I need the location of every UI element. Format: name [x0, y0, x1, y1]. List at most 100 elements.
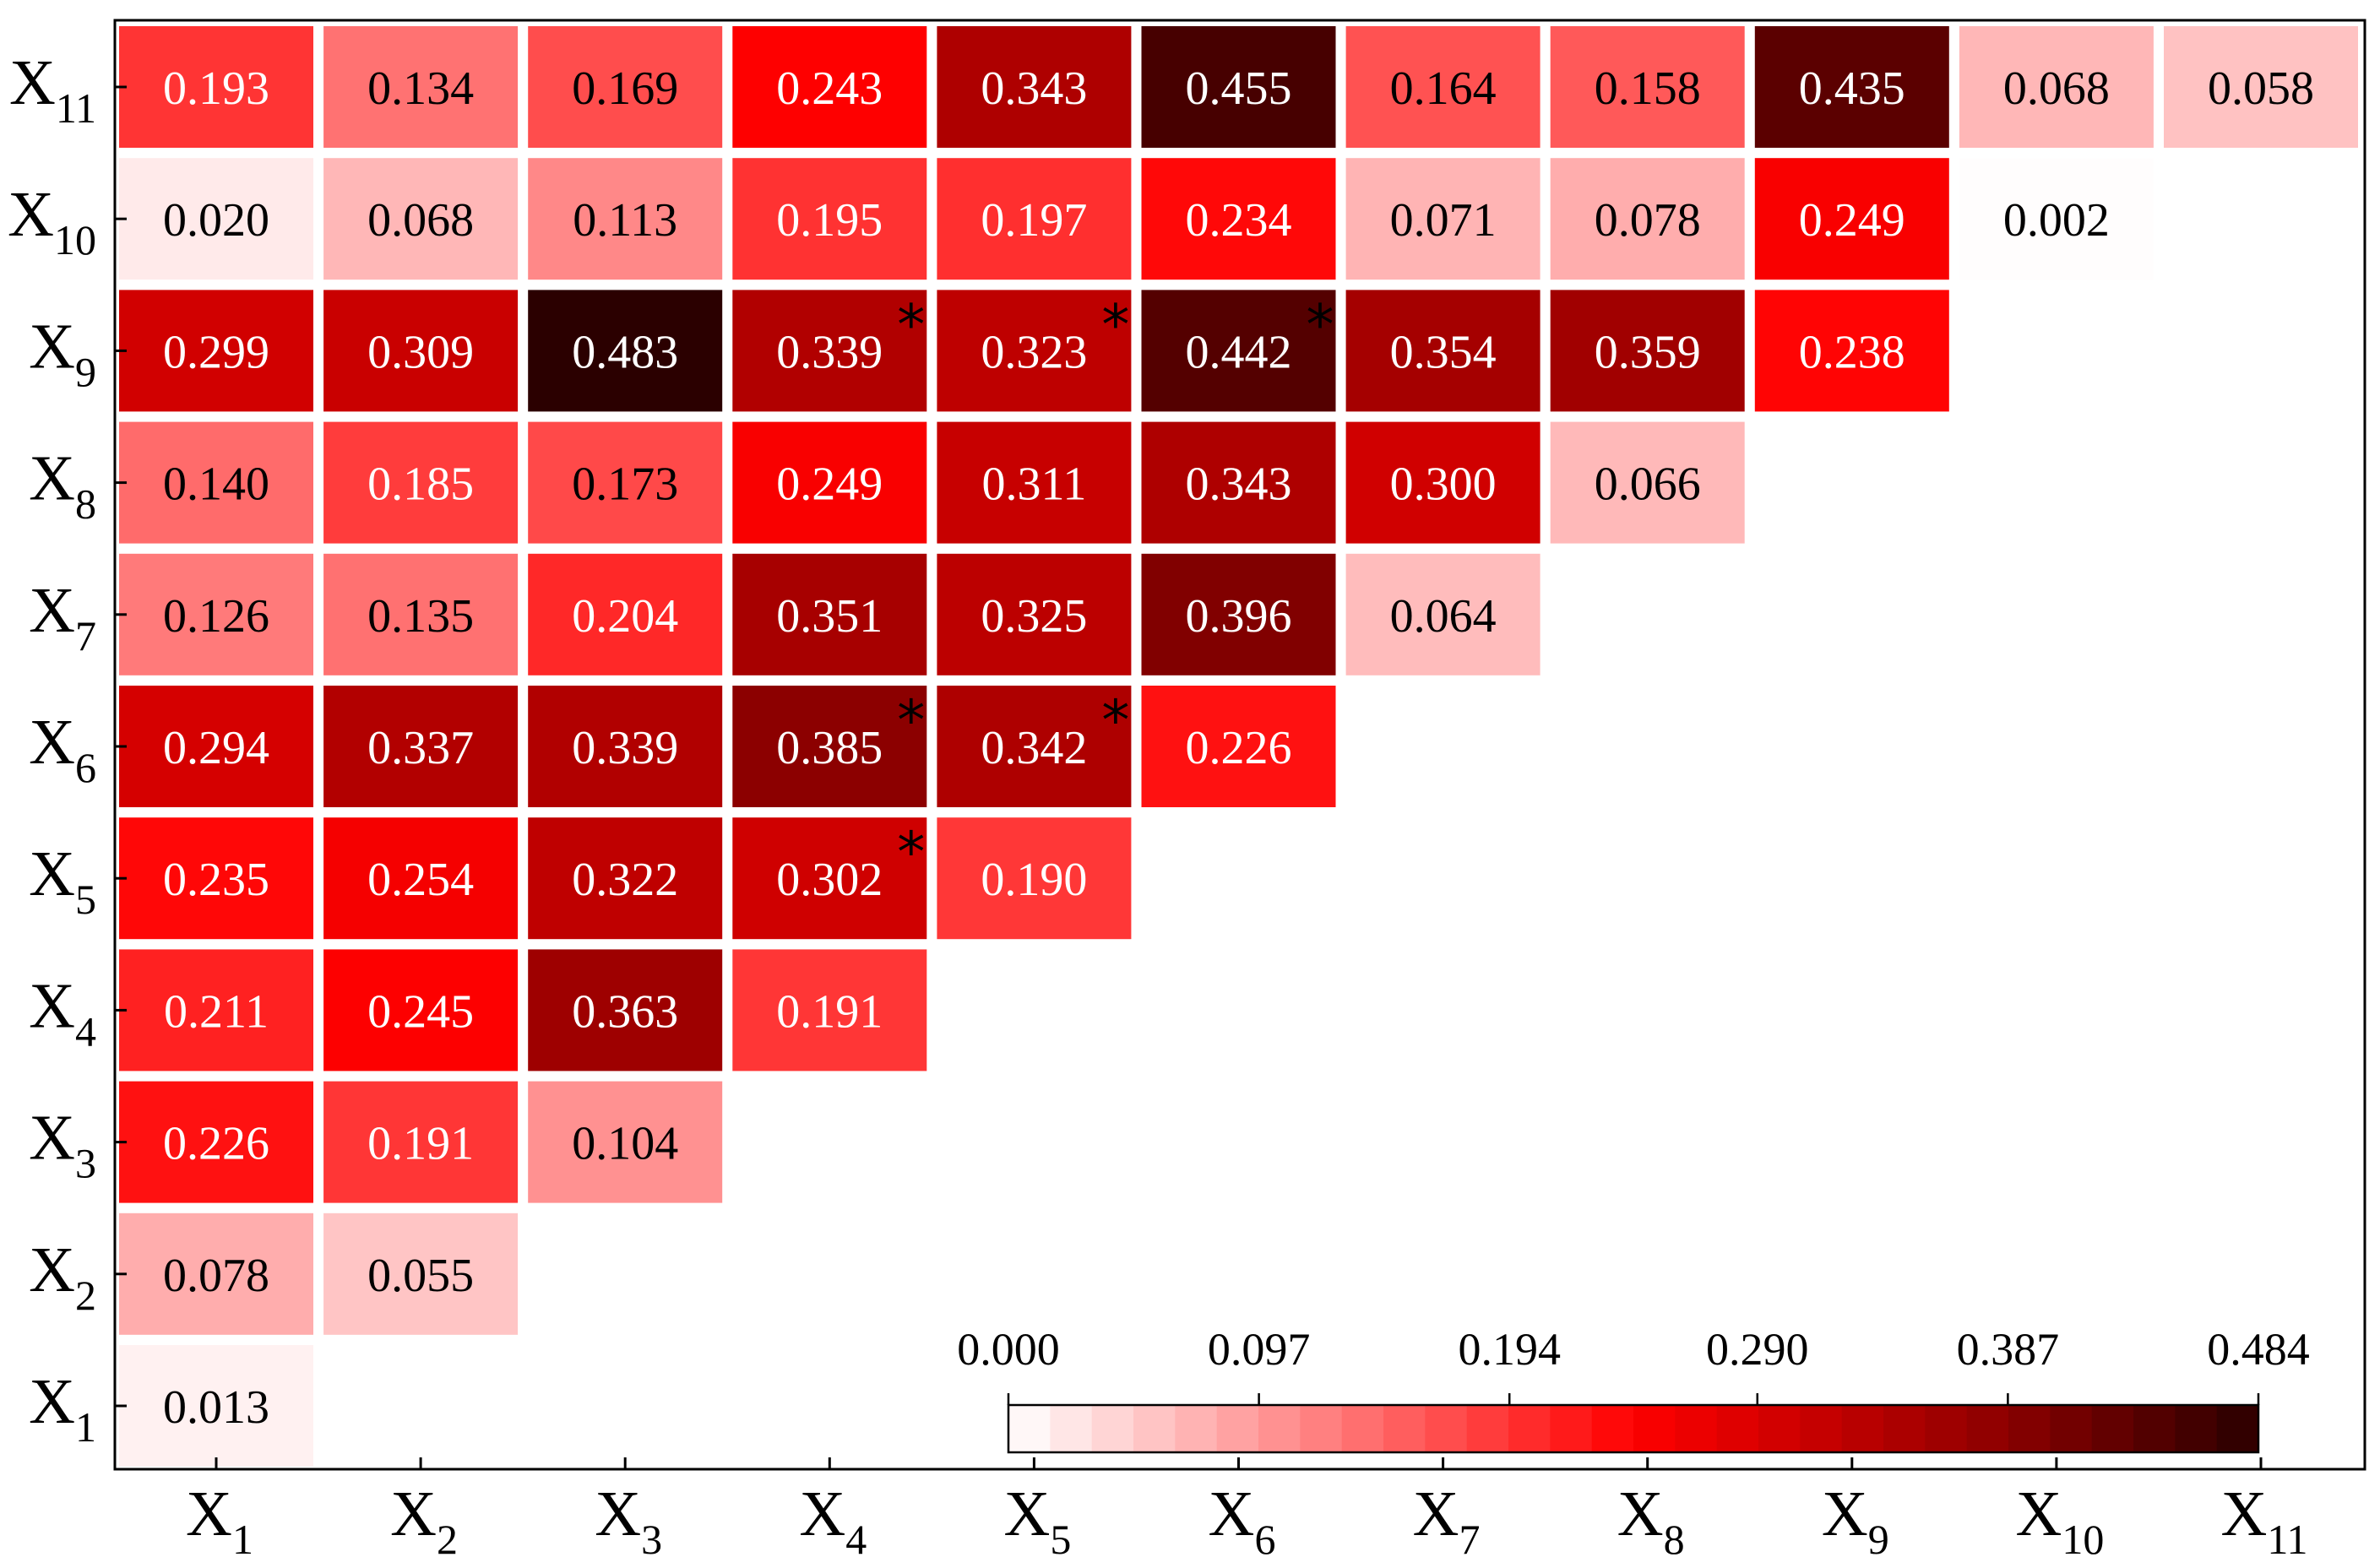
cell-value-x9-y10: 0.249	[1799, 194, 1905, 247]
cell-value-x4-y6: 0.385	[776, 722, 883, 774]
cell-value-x1-y9: 0.299	[163, 326, 269, 378]
x-tick-label-9: X9	[1822, 1478, 1889, 1563]
colorbar-segment-14	[1550, 1405, 1593, 1452]
heatmap-cell-x9-y9	[1754, 290, 1949, 412]
colorbar-segment-7	[1258, 1405, 1301, 1452]
heatmap-cell-x3-y10	[528, 158, 723, 280]
cell-value-x8-y11: 0.158	[1595, 62, 1701, 115]
colorbar-segment-25	[2008, 1405, 2051, 1452]
cell-value-x2-y6: 0.337	[367, 722, 474, 774]
x-tick-label-7: X7	[1413, 1478, 1481, 1563]
cell-value-x2-y11: 0.134	[367, 62, 474, 115]
cell-value-x6-y7: 0.396	[1186, 590, 1292, 643]
heatmap-cell-x4-y8	[732, 421, 927, 544]
colorbar-segment-22	[1883, 1405, 1926, 1452]
heatmap-cell-x11-y11	[2164, 26, 2358, 148]
x-tick-label-6: X6	[1209, 1478, 1276, 1563]
colorbar-segment-28	[2133, 1405, 2176, 1452]
heatmap-cell-x7-y10	[1345, 158, 1540, 280]
heatmap-cell-x3-y6	[528, 686, 723, 807]
x-tick-label-3: X3	[595, 1478, 662, 1563]
cell-value-x6-y11: 0.455	[1186, 62, 1292, 115]
significance-star-x4-y5: *	[897, 820, 925, 885]
cell-value-x7-y7: 0.064	[1390, 590, 1497, 643]
x-tick-label-8: X8	[1617, 1478, 1685, 1563]
heatmap-cell-x6-y11	[1141, 26, 1336, 148]
cell-value-x6-y10: 0.234	[1186, 194, 1292, 247]
colorbar-segment-8	[1300, 1405, 1343, 1452]
heatmap-cell-x2-y4	[323, 949, 519, 1072]
cell-value-x2-y4: 0.245	[367, 985, 474, 1038]
heatmap-cell-x5-y5	[937, 817, 1132, 940]
heatmap-cell-x1-y5	[119, 817, 313, 940]
cell-value-x3-y3: 0.104	[572, 1118, 678, 1170]
heatmap-cell-x1-y4	[119, 949, 313, 1072]
cell-value-x2-y8: 0.185	[367, 458, 474, 511]
colorbar-segment-1	[1008, 1405, 1051, 1452]
colorbar-segment-4	[1133, 1405, 1176, 1452]
heatmap-cell-x6-y8	[1141, 421, 1336, 544]
heatmap-cell-x1-y8	[119, 421, 313, 544]
cell-value-x1-y4: 0.211	[164, 985, 269, 1038]
heatmap-cell-x2-y8	[323, 421, 519, 544]
heatmap-cell-x2-y3	[323, 1081, 519, 1203]
heatmap-cell-x4-y4	[732, 949, 927, 1072]
colorbar-tick-label-4: 0.290	[1706, 1324, 1809, 1375]
colorbar-frame	[1007, 1403, 2260, 1454]
significance-star-x5-y9: *	[1101, 292, 1129, 357]
y-tick-label-1: X1	[29, 1366, 96, 1451]
cell-value-x5-y7: 0.325	[981, 590, 1087, 643]
cell-value-x1-y3: 0.226	[163, 1118, 269, 1170]
colorbar-tick-label-5: 0.387	[1957, 1324, 2060, 1375]
heatmap-cell-x9-y11	[1754, 26, 1949, 148]
colorbar-segment-9	[1341, 1405, 1384, 1452]
cell-value-x5-y6: 0.342	[981, 722, 1087, 774]
heatmap-cell-x5-y8	[937, 421, 1132, 544]
heatmap-cell-x7-y7	[1345, 553, 1540, 675]
cell-value-x4-y7: 0.351	[776, 590, 883, 643]
y-tick-label-11: X11	[9, 47, 96, 132]
heatmap-cell-x4-y10	[732, 158, 927, 280]
cell-value-x6-y9: 0.442	[1186, 326, 1292, 378]
y-tick-label-6: X6	[29, 707, 96, 791]
heatmap-cell-x3-y7	[528, 553, 723, 675]
significance-markers: * * * * * *	[897, 292, 1334, 885]
colorbar-segment-29	[2175, 1405, 2218, 1452]
colorbar-segment-3	[1091, 1405, 1134, 1452]
heatmap-cell-x2-y11	[323, 26, 519, 148]
cell-value-x2-y3: 0.191	[367, 1118, 474, 1170]
cell-value-x3-y9: 0.483	[572, 326, 678, 378]
cell-value-x7-y11: 0.164	[1390, 62, 1497, 115]
cell-value-x11-y11: 0.058	[2208, 62, 2314, 115]
heatmap-cell-x8-y10	[1550, 158, 1745, 280]
heatmap-cell-x8-y9	[1550, 290, 1745, 412]
cell-value-x3-y5: 0.322	[572, 854, 678, 906]
y-tick-label-8: X8	[29, 443, 96, 528]
heatmap-cell-x6-y10	[1141, 158, 1336, 280]
heatmap-cell-x6-y7	[1141, 553, 1336, 675]
cell-value-x3-y11: 0.169	[572, 62, 678, 115]
heatmap-cell-x2-y9	[323, 290, 519, 412]
cell-value-x3-y10: 0.113	[573, 194, 677, 247]
heatmap-cell-x1-y10	[119, 158, 313, 280]
cell-value-x3-y7: 0.204	[572, 590, 678, 643]
cell-value-x5-y10: 0.197	[981, 194, 1087, 247]
heatmap-cell-x4-y11	[732, 26, 927, 148]
heatmap-cell-x3-y5	[528, 817, 723, 940]
x-tick-label-4: X4	[799, 1478, 867, 1563]
cell-value-x5-y9: 0.323	[981, 326, 1087, 378]
colorbar-segment-21	[1841, 1405, 1884, 1452]
cell-value-x6-y8: 0.343	[1186, 458, 1292, 511]
x-tick-label-11: X11	[2220, 1478, 2307, 1563]
heatmap-cell-x3-y11	[528, 26, 723, 148]
y-axis-ticks	[115, 85, 127, 1408]
cell-value-x2-y9: 0.309	[367, 326, 474, 378]
heatmap-cell-x4-y5	[732, 817, 927, 940]
y-tick-label-2: X2	[29, 1234, 96, 1319]
colorbar: 0.000 0.097 0.194 0.290 0.387 0.484	[957, 1324, 2310, 1454]
cell-value-x1-y1: 0.013	[163, 1381, 269, 1434]
cell-value-x4-y4: 0.191	[776, 985, 883, 1038]
cell-value-x2-y2: 0.055	[367, 1250, 474, 1302]
heatmap-cell-x8-y11	[1550, 26, 1745, 148]
x-axis-ticks	[215, 1457, 2263, 1469]
